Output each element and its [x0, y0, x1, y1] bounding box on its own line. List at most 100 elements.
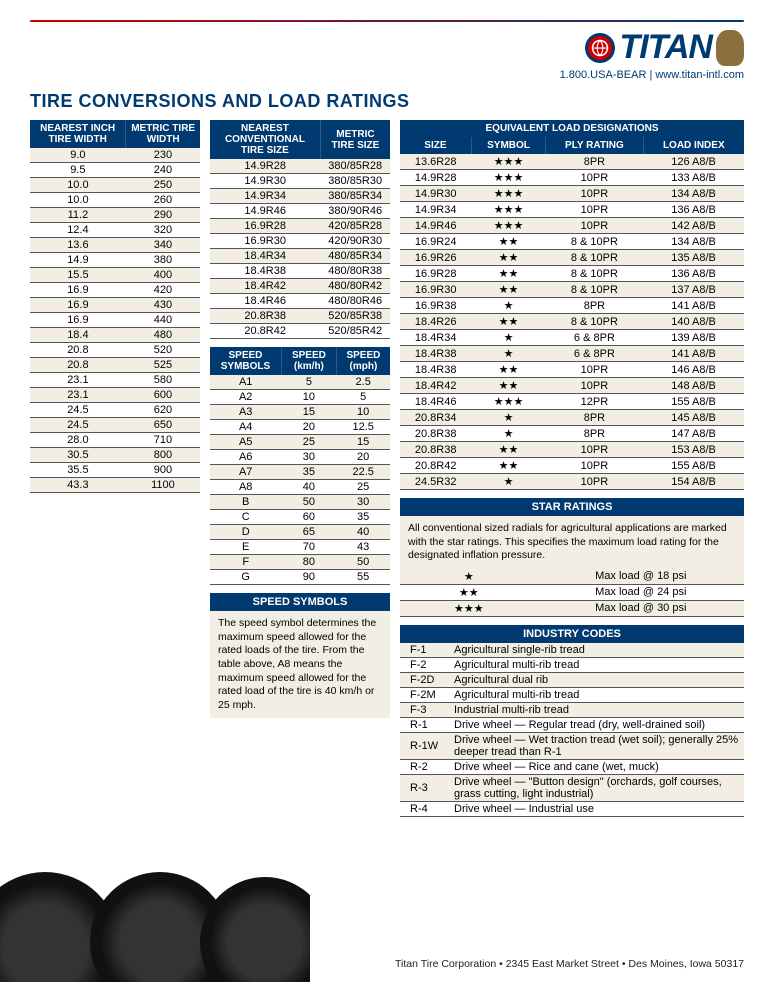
table-cell: 135 A8/B — [643, 250, 744, 266]
table-row: 20.8R42★★10PR155 A8/B — [400, 458, 744, 474]
table-cell: ★★★ — [471, 170, 545, 186]
table-row: 24.5620 — [30, 403, 200, 418]
table-cell: F-2M — [400, 687, 450, 702]
table-cell: 480/85R34 — [320, 249, 390, 264]
table-cell: 20.8 — [30, 358, 126, 373]
table-cell: 430 — [126, 298, 200, 313]
table-cell: 16.9R28 — [400, 266, 471, 282]
table-row: 14.9380 — [30, 253, 200, 268]
table-cell: 141 A8/B — [643, 298, 744, 314]
footer-address: Titan Tire Corporation • 2345 East Marke… — [395, 958, 744, 970]
table-cell: 10 — [336, 405, 390, 420]
table-cell: 480 — [126, 328, 200, 343]
table-cell: 43.3 — [30, 478, 126, 493]
col-header: LOAD INDEX — [643, 137, 744, 154]
table-cell: D — [210, 525, 281, 540]
table-cell: A8 — [210, 480, 281, 495]
table-cell: 580 — [126, 373, 200, 388]
table-row: ★Max load @ 18 psi — [400, 569, 744, 585]
table-cell: 420/90R30 — [320, 234, 390, 249]
table-row: F-2MAgricultural multi-rib tread — [400, 687, 744, 702]
table-cell: 16.9 — [30, 283, 126, 298]
table-cell: A3 — [210, 405, 281, 420]
table-cell: 30 — [336, 495, 390, 510]
table-cell: 133 A8/B — [643, 170, 744, 186]
table-row: C6035 — [210, 510, 390, 525]
table-cell: 14.9R28 — [210, 159, 320, 174]
table-row: 18.4R42★★10PR148 A8/B — [400, 378, 744, 394]
table-cell: R-1W — [400, 732, 450, 759]
table-row: 18.4R42480/80R42 — [210, 279, 390, 294]
table-cell: 18.4R38 — [400, 346, 471, 362]
table-cell: 600 — [126, 388, 200, 403]
table-row: 16.9R26★★8 & 10PR135 A8/B — [400, 250, 744, 266]
table-cell: ★★ — [471, 250, 545, 266]
table-cell: 18.4R34 — [210, 249, 320, 264]
table-cell: 800 — [126, 448, 200, 463]
table-cell: 14.9R30 — [210, 174, 320, 189]
table-cell: R-4 — [400, 801, 450, 816]
width-conversion-table: NEAREST INCH TIRE WIDTH METRIC TIRE WIDT… — [30, 120, 200, 493]
table-cell: 35 — [336, 510, 390, 525]
table-row: 18.4R38★★10PR146 A8/B — [400, 362, 744, 378]
table-row: A84025 — [210, 480, 390, 495]
table-cell: 13.6 — [30, 238, 126, 253]
size-conversion-table: NEAREST CONVENTIONAL TIRE SIZE METRIC TI… — [210, 120, 390, 339]
table-row: 28.0710 — [30, 433, 200, 448]
table-cell: G — [210, 570, 281, 585]
table-cell: 420/85R28 — [320, 219, 390, 234]
table-row: 18.4R46★★★12PR155 A8/B — [400, 394, 744, 410]
table-cell: 10.0 — [30, 193, 126, 208]
table-cell: 13.6R28 — [400, 154, 471, 170]
table-row: 18.4R34480/85R34 — [210, 249, 390, 264]
table-row: R-3Drive wheel — "Button design" (orchar… — [400, 774, 744, 801]
table-cell: 22.5 — [336, 465, 390, 480]
table-row: A42012.5 — [210, 420, 390, 435]
table-cell: 16.9 — [30, 313, 126, 328]
table-cell: 8 & 10PR — [546, 314, 643, 330]
industry-codes-title: INDUSTRY CODES — [400, 625, 744, 643]
table-cell: 18.4R26 — [400, 314, 471, 330]
table-cell: E — [210, 540, 281, 555]
table-cell: 35 — [281, 465, 336, 480]
table-row: 14.9R30★★★10PR134 A8/B — [400, 186, 744, 202]
table-cell: A2 — [210, 390, 281, 405]
table-cell: 20.8R38 — [400, 442, 471, 458]
table-cell: ★★ — [471, 314, 545, 330]
table-cell: 12PR — [546, 394, 643, 410]
table-cell: 10PR — [546, 186, 643, 202]
table-cell: 28.0 — [30, 433, 126, 448]
table-cell: 146 A8/B — [643, 362, 744, 378]
table-cell: ★ — [471, 426, 545, 442]
table-cell: 8PR — [546, 298, 643, 314]
star-ratings-title: STAR RATINGS — [400, 498, 744, 516]
table-cell: ★★ — [400, 584, 538, 600]
table-row: 16.9420 — [30, 283, 200, 298]
table-cell: 16.9R24 — [400, 234, 471, 250]
table-cell: 5 — [281, 375, 336, 390]
table-cell: ★★ — [471, 362, 545, 378]
table-cell: Max load @ 24 psi — [538, 584, 744, 600]
table-cell: 480/80R46 — [320, 294, 390, 309]
table-cell: R-3 — [400, 774, 450, 801]
col-header: METRIC TIRE WIDTH — [126, 120, 200, 148]
table-cell: 140 A8/B — [643, 314, 744, 330]
table-cell: 10PR — [546, 378, 643, 394]
table-cell: 25 — [336, 480, 390, 495]
table-row: F-3Industrial multi-rib tread — [400, 702, 744, 717]
logo-globe-icon — [585, 33, 615, 63]
table-row: 16.9R30★★8 & 10PR137 A8/B — [400, 282, 744, 298]
table-cell: A7 — [210, 465, 281, 480]
table-cell: 525 — [126, 358, 200, 373]
table-cell: ★★ — [471, 378, 545, 394]
table-row: 14.9R28★★★10PR133 A8/B — [400, 170, 744, 186]
star-ratings-table: ★Max load @ 18 psi★★Max load @ 24 psi★★★… — [400, 569, 744, 617]
table-cell: 20 — [281, 420, 336, 435]
table-cell: 10PR — [546, 170, 643, 186]
table-cell: 650 — [126, 418, 200, 433]
table-row: G9055 — [210, 570, 390, 585]
table-row: 18.4R26★★8 & 10PR140 A8/B — [400, 314, 744, 330]
table-cell: ★ — [471, 298, 545, 314]
table-cell: 35.5 — [30, 463, 126, 478]
table-row: 14.9R28380/85R28 — [210, 159, 390, 174]
